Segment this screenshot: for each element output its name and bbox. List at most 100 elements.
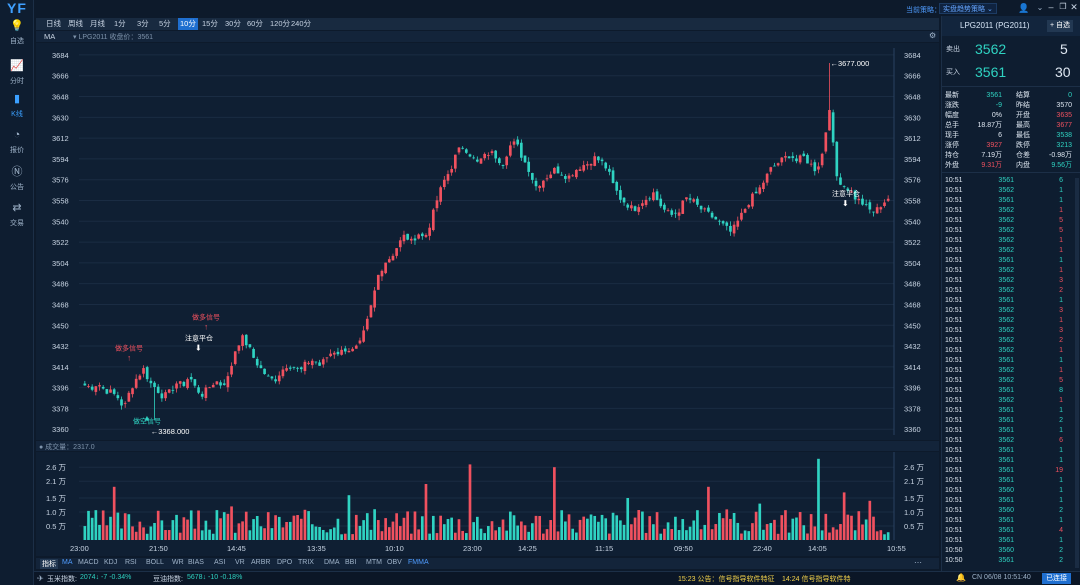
volume-bar <box>318 527 321 540</box>
indicator-arbr[interactable]: ARBR <box>251 559 271 566</box>
indicator-tab[interactable]: 指标 <box>40 559 58 569</box>
tick-row: 10:51 3562 3 <box>942 326 1080 336</box>
indicator-mtm[interactable]: MTM <box>366 559 382 566</box>
notice-1[interactable]: 15:23 公告：信号指导软件特征 <box>678 576 775 583</box>
quote-row: 涨停 3927 跌停 3213 <box>942 141 1080 151</box>
volume-bar <box>490 521 494 540</box>
indicator-wr[interactable]: WR <box>172 559 184 566</box>
more-icon[interactable]: ⋯ <box>914 558 922 567</box>
sell-qty: 5 <box>1060 41 1068 57</box>
y-tick-label-left: 3684 <box>52 51 69 60</box>
candle-body <box>409 238 413 241</box>
y-tick-label-left: 3468 <box>52 300 69 309</box>
gear-icon[interactable]: ⚙ <box>929 31 937 40</box>
nav-item-4[interactable]: Ⓝ 公告 <box>0 164 34 194</box>
strategy-dropdown[interactable]: 实盘趋势策略 ⌄ <box>939 3 997 14</box>
period-tab-7[interactable]: 15分 <box>202 19 218 28</box>
period-tab-1[interactable]: 周线 <box>68 19 83 28</box>
tick-time: 10:51 <box>945 537 963 544</box>
period-tab-3[interactable]: 1分 <box>114 19 126 28</box>
volume-bar <box>545 529 549 540</box>
nav-item-3[interactable]: ◔ 报价 <box>0 127 34 157</box>
nav-item-0[interactable]: 💡 自选 <box>0 18 34 48</box>
period-tab-8[interactable]: 30分 <box>225 19 241 28</box>
volume-bar <box>87 510 90 540</box>
nav-item-2[interactable]: ▮ K线 <box>0 91 34 121</box>
minimize-icon[interactable]: – <box>1048 2 1054 12</box>
indicator-boll[interactable]: BOLL <box>146 559 164 566</box>
volume-bar <box>314 526 318 540</box>
period-tab-10[interactable]: 120分 <box>270 19 291 28</box>
volume-bar <box>725 509 729 540</box>
indicator-bias[interactable]: BIAS <box>188 559 204 566</box>
nav-item-5[interactable]: ⇄ 交易 <box>0 200 34 230</box>
volume-bar <box>461 530 464 540</box>
volume-bar <box>809 514 813 540</box>
volume-bar <box>149 526 153 540</box>
indicator-vr[interactable]: VR <box>235 559 245 566</box>
quote-stat-value: 0% <box>991 112 1002 119</box>
candle-body <box>186 379 189 389</box>
indicator-kdj[interactable]: KDJ <box>104 559 118 566</box>
volume-title-bar: ● 成交量：2317.0 <box>36 441 939 451</box>
indicator-bbi[interactable]: BBI <box>345 559 357 566</box>
quote-stat-value: 3635 <box>1056 112 1072 119</box>
kline-chart[interactable]: 3684 3684 3666 3666 3648 3648 3630 3630 3612 3612… <box>36 43 939 440</box>
volume-bar <box>277 516 281 540</box>
tick-row: 10:51 3561 1 <box>942 356 1080 366</box>
volume-chart[interactable]: 23:00 21:50 14:45 13:35 10:10 23:00 14:25 11:15… <box>36 452 939 556</box>
period-tab-0[interactable]: 日线 <box>46 19 61 28</box>
candle-body <box>699 205 703 210</box>
menu-icon[interactable]: ⌄ <box>1036 3 1044 12</box>
volume-bar <box>186 519 189 540</box>
period-tab-2[interactable]: 月线 <box>90 19 105 28</box>
add-watchlist-button[interactable]: + 自选 <box>1047 20 1074 32</box>
notice-2[interactable]: 14:24 信号指导软件特 <box>782 576 851 583</box>
indicator-obv[interactable]: OBV <box>387 559 402 566</box>
tick-price: 3562 <box>998 187 1014 194</box>
quote-stat-label: 仓差 <box>1016 152 1030 159</box>
period-tab-11[interactable]: 240分 <box>291 19 312 28</box>
candle-body <box>622 197 626 203</box>
volume-bar <box>611 512 615 540</box>
indicator-dpo[interactable]: DPO <box>277 559 293 566</box>
tick-time: 10:51 <box>945 467 963 474</box>
period-tab-5[interactable]: 5分 <box>159 19 171 28</box>
bell-icon[interactable]: 🔔 <box>956 573 966 582</box>
candle-body <box>886 198 890 201</box>
tick-price: 3562 <box>998 267 1014 274</box>
indicator-macd[interactable]: MACD <box>78 559 99 566</box>
volume-bar <box>164 530 167 540</box>
volume-bar <box>864 519 868 540</box>
candle-body <box>417 234 420 239</box>
restore-icon[interactable]: ❐ <box>1059 2 1067 11</box>
indicator-dma[interactable]: DMA <box>324 559 340 566</box>
signal-annotation: 注意平仓 <box>832 189 860 198</box>
volume-bar <box>274 515 277 540</box>
indicator-fmma[interactable]: FMMA <box>408 559 429 566</box>
tick-scrollbar[interactable] <box>1075 178 1079 568</box>
volume-bar <box>329 529 332 540</box>
candle-body <box>516 139 520 145</box>
symbol-close-text: LPG2011 收盘价：3561 <box>78 34 154 41</box>
indicator-trix[interactable]: TRIX <box>298 559 314 566</box>
user-icon[interactable]: 👤 <box>1018 3 1030 13</box>
volume-bar <box>215 510 219 540</box>
indicator-ma[interactable]: MA <box>62 559 73 566</box>
close-icon[interactable]: ✕ <box>1070 2 1078 12</box>
period-tab-6[interactable]: 10分 <box>178 18 198 30</box>
tick-list[interactable]: 10:51 3561 6 10:51 3562 1 10:51 3561 1 10:51 3562 1… <box>942 176 1080 571</box>
vol-tick-label-left: 1.0 万 <box>46 508 67 517</box>
nav-item-1[interactable]: 📈 分时 <box>0 58 34 88</box>
period-tab-9[interactable]: 60分 <box>247 19 263 28</box>
indicator-rsi[interactable]: RSI <box>125 559 137 566</box>
candle-body <box>586 164 589 166</box>
volume-bar <box>560 510 564 540</box>
indicator-asi[interactable]: ASI <box>214 559 226 566</box>
volume-bar <box>193 528 197 540</box>
low-marker: ←3368.000 <box>151 427 190 436</box>
quote-symbol: LPG2011 (PG2011) <box>960 21 1030 30</box>
ma-label[interactable]: MA <box>44 32 56 41</box>
period-tab-4[interactable]: 3分 <box>137 19 149 28</box>
candle-body <box>310 360 314 366</box>
